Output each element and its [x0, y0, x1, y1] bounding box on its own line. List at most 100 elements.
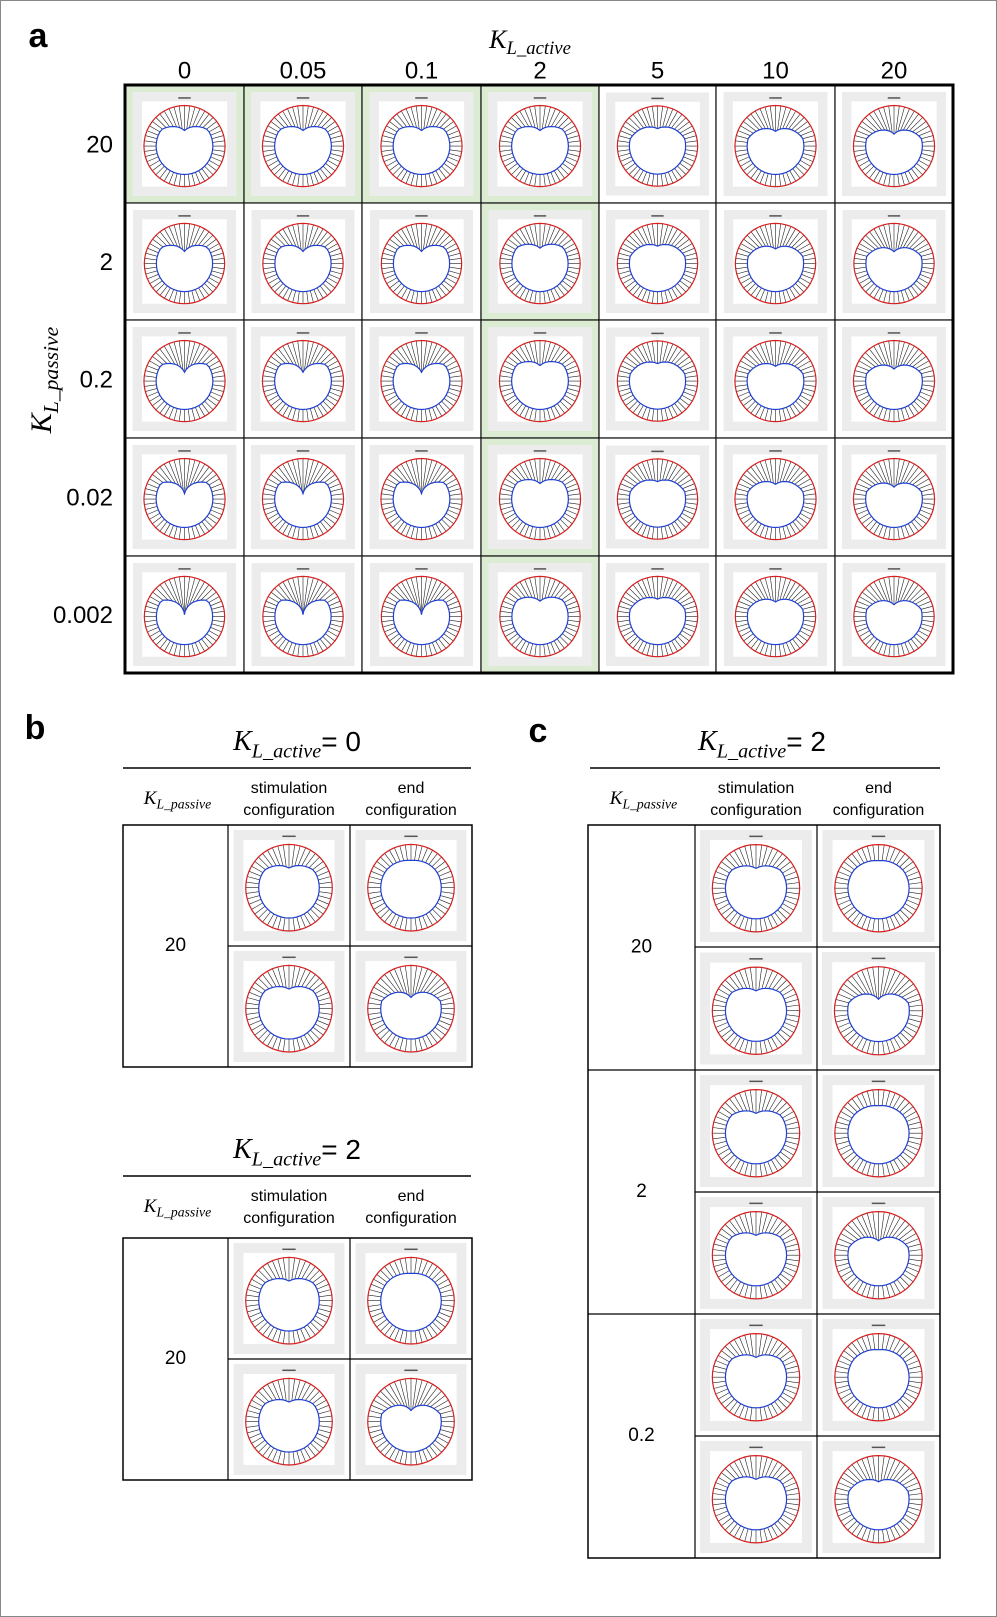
outer-boundary [261, 339, 345, 423]
inner-boundary [274, 244, 332, 293]
thumb-title [296, 215, 310, 217]
symbol: K [25, 411, 58, 434]
symbol: K [488, 25, 508, 54]
spokes [367, 965, 455, 1052]
thumbnail [251, 445, 355, 549]
spokes [834, 844, 923, 932]
outer-boundary [380, 339, 463, 423]
suffix: = 2 [321, 1134, 361, 1165]
thumb-title [651, 332, 664, 335]
thumb-title [651, 97, 664, 100]
outer-boundary [711, 1210, 801, 1300]
inner-boundary [273, 125, 333, 176]
thumbnail [370, 210, 473, 313]
thumbnail [822, 1319, 935, 1431]
symbol-label: KL_passive [143, 1196, 211, 1219]
thumbnail [700, 1441, 812, 1553]
thumbnail [488, 210, 592, 313]
outer-boundary [261, 457, 345, 541]
spokes [381, 576, 462, 657]
outer-boundary [734, 575, 817, 658]
outer-boundary [498, 339, 582, 423]
thumb-title [178, 215, 191, 217]
thumb-title [769, 97, 782, 99]
subscript: L_active [251, 1148, 321, 1170]
thumbnail [488, 327, 592, 431]
outer-boundary [834, 843, 923, 933]
outer-boundary [262, 575, 344, 658]
thumb-title [415, 97, 428, 99]
inner-boundary [724, 1476, 788, 1531]
outer-boundary [367, 1256, 455, 1345]
inner-boundary [847, 1478, 910, 1531]
thumbnail [233, 1243, 345, 1354]
row-label: 0.02 [66, 484, 113, 511]
spokes [367, 1378, 455, 1465]
thumbnail [251, 210, 355, 313]
inner-boundary [724, 1110, 788, 1165]
column-header: configuration [365, 1210, 457, 1227]
column-header: configuration [833, 802, 925, 819]
thumbnail [251, 563, 355, 666]
outer-boundary [711, 966, 801, 1055]
spokes [853, 223, 935, 304]
thumbnail [700, 830, 812, 942]
spokes [734, 340, 817, 422]
thumb-title [749, 1080, 763, 1083]
spokes [380, 340, 463, 422]
spokes [262, 576, 344, 657]
outer-boundary [367, 843, 455, 932]
column-label: 0.1 [405, 57, 438, 84]
spokes [712, 1211, 800, 1299]
inner-boundary [628, 596, 687, 646]
symbol: K [697, 726, 718, 757]
inner-boundary [628, 479, 687, 528]
thumbnail [606, 327, 709, 431]
thumbnail [723, 327, 828, 431]
thumbnail [132, 92, 237, 196]
thumbnail [355, 1364, 467, 1475]
outer-boundary [834, 1210, 923, 1300]
outer-boundary [616, 222, 699, 305]
inner-boundary [628, 126, 687, 175]
thumb-title [282, 956, 296, 959]
spokes [853, 340, 935, 422]
thumb-title [296, 332, 310, 334]
panel-label: c [529, 712, 548, 750]
symbol: K [143, 788, 158, 809]
symbol-label: KL_active= 2 [697, 726, 826, 762]
thumb-title [887, 568, 901, 570]
symbol: K [143, 1196, 158, 1217]
outer-boundary [734, 104, 817, 188]
outer-boundary [853, 575, 935, 658]
outer-boundary [616, 575, 699, 658]
outer-boundary [143, 339, 226, 423]
outer-boundary [852, 104, 936, 188]
inner-boundary [511, 243, 569, 293]
thumbnail [724, 210, 827, 313]
spokes [734, 105, 817, 187]
spokes [834, 966, 923, 1055]
column-header: end [398, 1188, 425, 1205]
inner-boundary [273, 362, 333, 411]
symbol-label: KL_active= 0 [232, 726, 361, 762]
inner-boundary [865, 247, 923, 293]
spokes [143, 458, 226, 540]
outer-boundary [367, 964, 455, 1053]
thumbnail [369, 327, 474, 431]
inner-boundary [380, 1404, 442, 1453]
column-header: configuration [243, 1210, 335, 1227]
inner-boundary [724, 987, 788, 1042]
spokes [499, 105, 581, 187]
thumb-title [651, 215, 664, 217]
thumb-title [769, 332, 782, 334]
inner-boundary [380, 1272, 442, 1332]
outer-boundary [833, 966, 924, 1056]
inner-boundary [155, 599, 214, 646]
thumb-title [749, 958, 763, 960]
suffix: = 2 [786, 726, 826, 757]
subscript: L_active [251, 740, 321, 762]
thumb-title [415, 450, 428, 452]
inner-boundary [258, 864, 320, 919]
thumb-title [533, 450, 547, 452]
